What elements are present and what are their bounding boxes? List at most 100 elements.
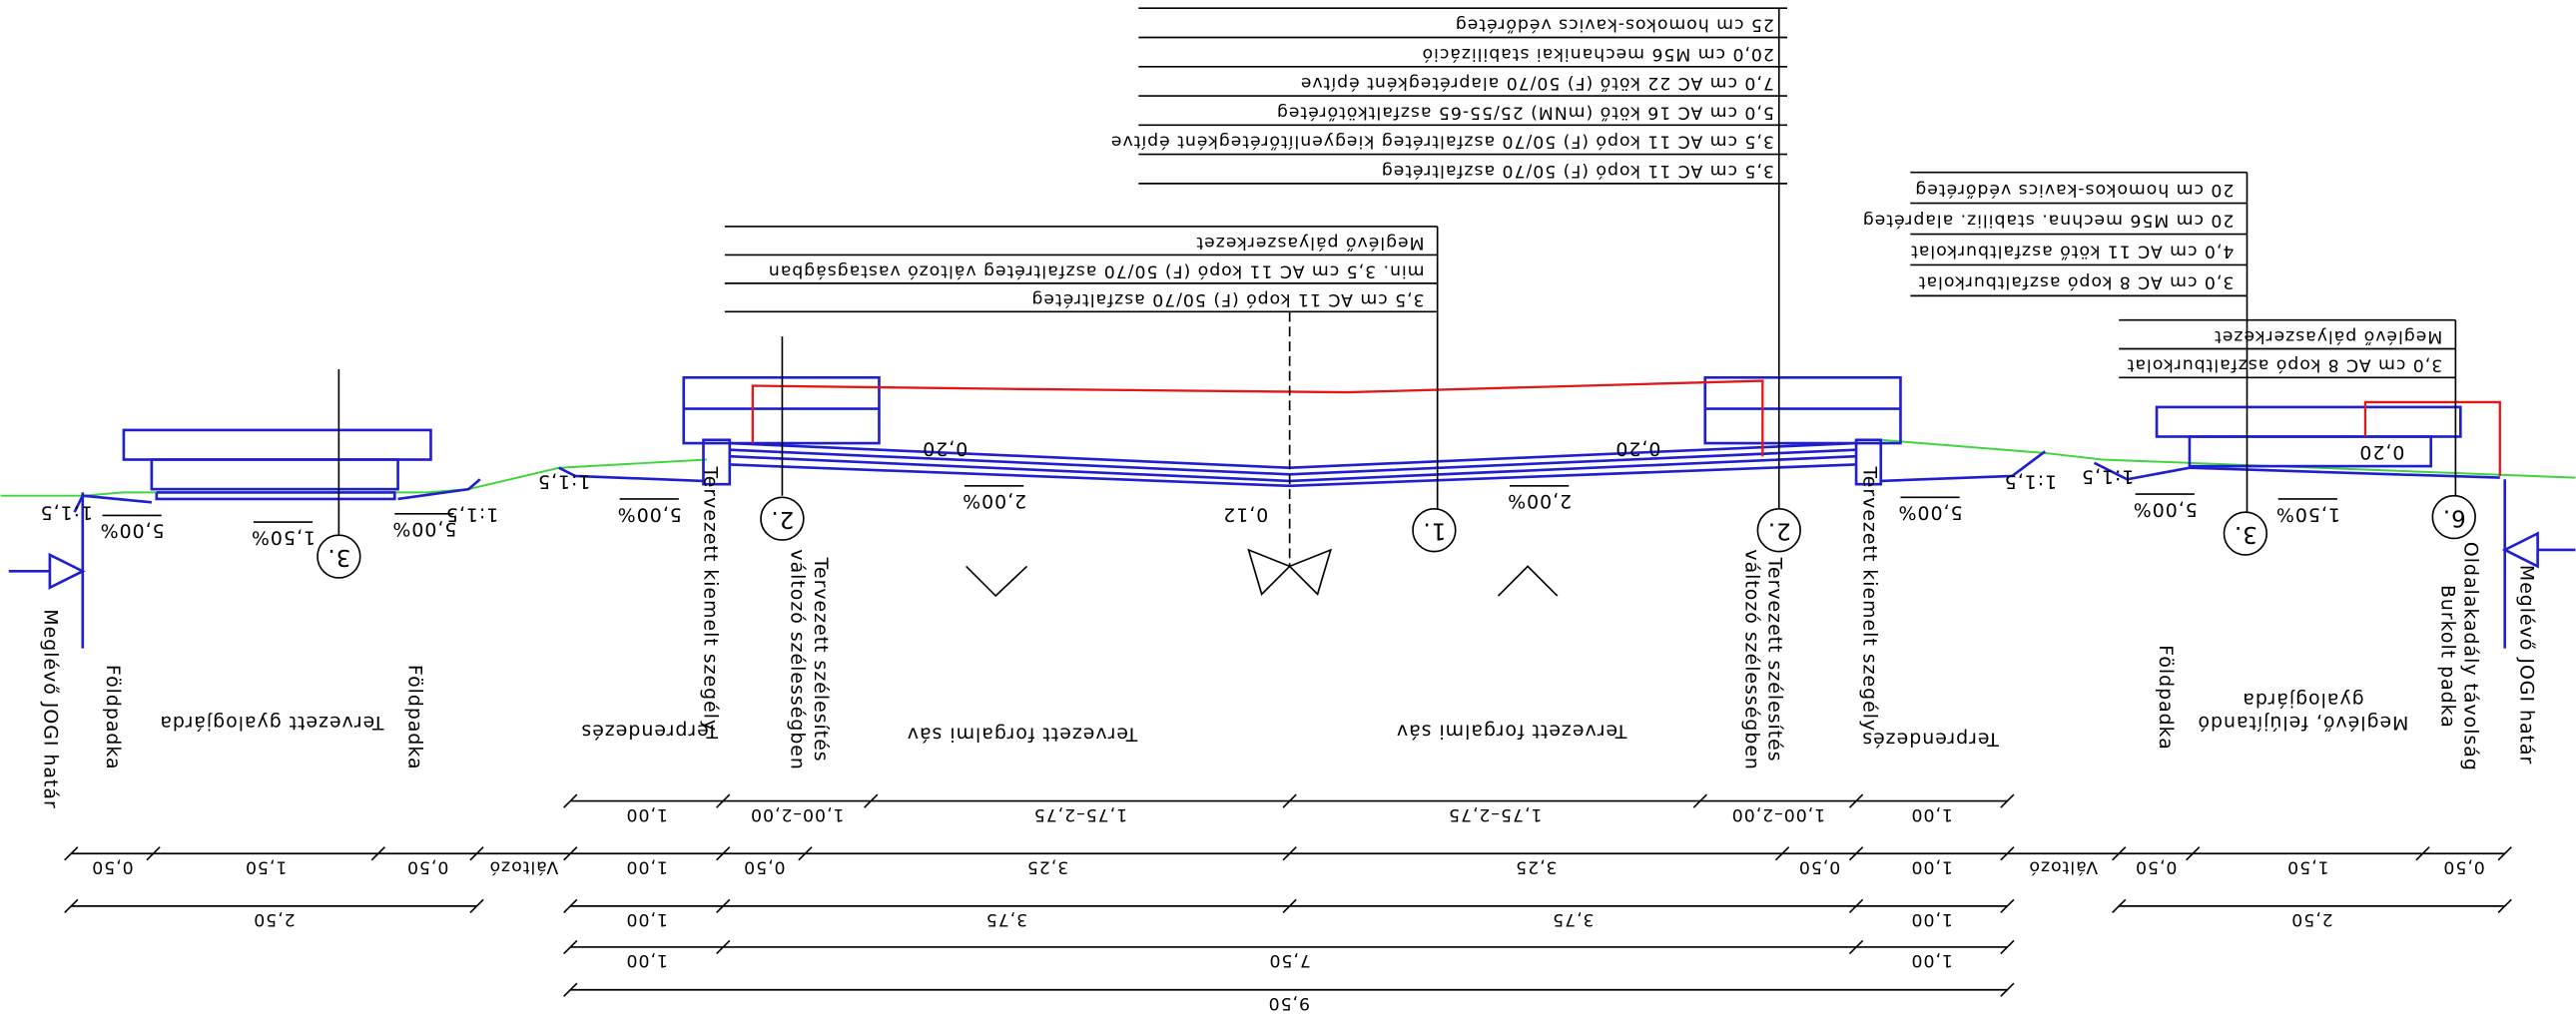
ground-line xyxy=(1880,438,2576,479)
boundary-arrow xyxy=(2501,531,2539,569)
dimension-tick xyxy=(469,898,484,914)
section-label: Tervezett kiemelt szegély xyxy=(700,465,722,732)
dimension-tick xyxy=(1692,793,1707,808)
dimension-label: 1,00 xyxy=(626,950,668,970)
dimension-label: 7,50 xyxy=(1268,950,1310,970)
section-label: Tervezett kiemelt szegély xyxy=(1859,465,1881,732)
detail-number: 6. xyxy=(2442,505,2466,531)
dimension-tick xyxy=(1774,846,1790,861)
existing-surface xyxy=(2363,400,2501,476)
dimension-label: 1,00 xyxy=(1911,950,1953,970)
section-label: Tervezett gyalogjárda xyxy=(159,712,384,734)
layer-label: 7,0 cm AC 22 kötő (F) 50/70 alaprétegkén… xyxy=(1300,73,1774,93)
slope-label: 5,00% xyxy=(617,503,682,525)
dimension-label: 1,00 xyxy=(1911,909,1953,929)
dimension-tick xyxy=(563,982,578,997)
dimension-tick xyxy=(146,846,161,861)
slope xyxy=(397,478,481,501)
dimension-tick xyxy=(2112,898,2127,914)
slope-label: 1:1,5 xyxy=(445,503,498,525)
dimension-label: 0,50 xyxy=(2135,856,2177,876)
slope-label: 1,50% xyxy=(251,526,316,548)
dimension-label: 0,50 xyxy=(1798,856,1840,876)
curb xyxy=(702,438,732,486)
dimension-label: 3,25 xyxy=(1026,856,1068,876)
section-label: Burkolt padka xyxy=(2437,585,2459,729)
existing-surface xyxy=(751,379,1764,457)
section-label: változó szélességben xyxy=(787,549,809,769)
dimension-label: 1,00 xyxy=(626,856,668,876)
dimension-label: Változó xyxy=(2028,856,2098,876)
dimension-tick xyxy=(2112,846,2127,861)
section-label: Tervezett szélesítés xyxy=(810,557,832,763)
dimension-label: 3,75 xyxy=(985,909,1027,929)
dimension-tick xyxy=(798,846,813,861)
dimension-label: 3,25 xyxy=(1515,856,1557,876)
dimension-tick xyxy=(1282,846,1297,861)
dimension-label: 1,00 xyxy=(626,804,668,824)
dimension-label: 1,00–2,00 xyxy=(750,804,844,824)
dimension-label: 0,50 xyxy=(743,856,785,876)
layer-label: 5,0 cm AC 16 kötő (mNM) 25/55-65 aszfalt… xyxy=(1276,102,1774,122)
dimension-tick xyxy=(64,898,79,914)
slope-chevron xyxy=(966,565,1028,598)
dimension-tick xyxy=(563,939,578,955)
dimension-tick xyxy=(1282,898,1297,914)
section-label: változó szélességben xyxy=(1740,549,1762,769)
slope-label: 0,20 xyxy=(922,438,967,460)
detail-number: 3. xyxy=(326,544,350,570)
section-label: Földpadka xyxy=(102,665,124,770)
section-label: Terprendezés xyxy=(1861,729,2000,751)
detail-number: 2. xyxy=(1767,518,1791,544)
dimension-tick xyxy=(2497,846,2512,861)
slope-label: 0,20 xyxy=(2358,441,2404,463)
dimension-label: 1,00 xyxy=(626,909,668,929)
dimension-tick xyxy=(1848,793,1864,808)
layer-label: 20,0 cm M56 mechanikai stabilizáció xyxy=(1422,44,1774,64)
layer-label: 25 cm homokos-kavics védőréteg xyxy=(1455,15,1774,35)
dimension-tick xyxy=(563,793,578,808)
detail-circle xyxy=(2223,511,2268,556)
layer-label: 3,5 cm AC 11 kopó (F) 50/70 aszfaltréteg… xyxy=(1110,132,1774,152)
detail-number: 3. xyxy=(2234,521,2257,547)
layer-label: 3,5 cm AC 11 kopó (F) 50/70 aszfaltréteg xyxy=(1030,289,1424,309)
sidewalk-layer xyxy=(2155,405,2462,438)
slope xyxy=(1880,450,2046,483)
section-label: Terprendezés xyxy=(580,720,719,742)
dimension-tick xyxy=(2415,846,2430,861)
pavement-widening xyxy=(1703,375,1902,445)
dimension-tick xyxy=(716,793,731,808)
dimension-label: 0,50 xyxy=(91,856,133,876)
slope-label: 1:1,5 xyxy=(2081,465,2134,487)
section-label: Meglévő JOGI határ xyxy=(39,609,61,808)
section-label: Meglévő, felújítandó xyxy=(2197,712,2408,734)
detail-circle xyxy=(1756,508,1801,553)
section-label: gyalogjárda xyxy=(2242,689,2363,711)
slope xyxy=(2093,461,2500,481)
layer-label: 4,0 cm AC 11 kötő aszfaltburkolat xyxy=(1910,242,2234,261)
dimension-label: 1,75–2,75 xyxy=(1033,804,1127,824)
dimension-label: 0,50 xyxy=(406,856,448,876)
dimension-label: 1,00 xyxy=(1911,804,1953,824)
layer-label: 3,5 cm AC 11 kopó (F) 50/70 aszfaltréteg xyxy=(1381,161,1774,181)
detail-circle xyxy=(317,534,361,579)
dimension-label: Változó xyxy=(489,856,559,876)
slope-label: 1,50% xyxy=(2275,503,2340,525)
section-label: Tervezett szélesítés xyxy=(1763,557,1785,763)
sidewalk-layer xyxy=(150,458,399,491)
slope xyxy=(558,466,704,483)
dimension-tick xyxy=(1282,793,1297,808)
slope-label: 2,00% xyxy=(962,490,1026,512)
slope-label: 1:1,5 xyxy=(2004,470,2057,492)
boundary-arrow xyxy=(48,552,86,590)
dimension-tick xyxy=(2497,898,2512,914)
dimension-label: 3,75 xyxy=(1552,909,1594,929)
slope-label: 1:1,5 xyxy=(40,502,93,524)
dimension-label: 2,50 xyxy=(2290,909,2332,929)
sidewalk-layer xyxy=(2188,435,2433,468)
dimension-tick xyxy=(2000,846,2015,861)
detail-circle xyxy=(1412,508,1457,553)
dimension-tick xyxy=(716,898,731,914)
section-label: Tervezett forgalmi sáv xyxy=(1396,720,1627,742)
